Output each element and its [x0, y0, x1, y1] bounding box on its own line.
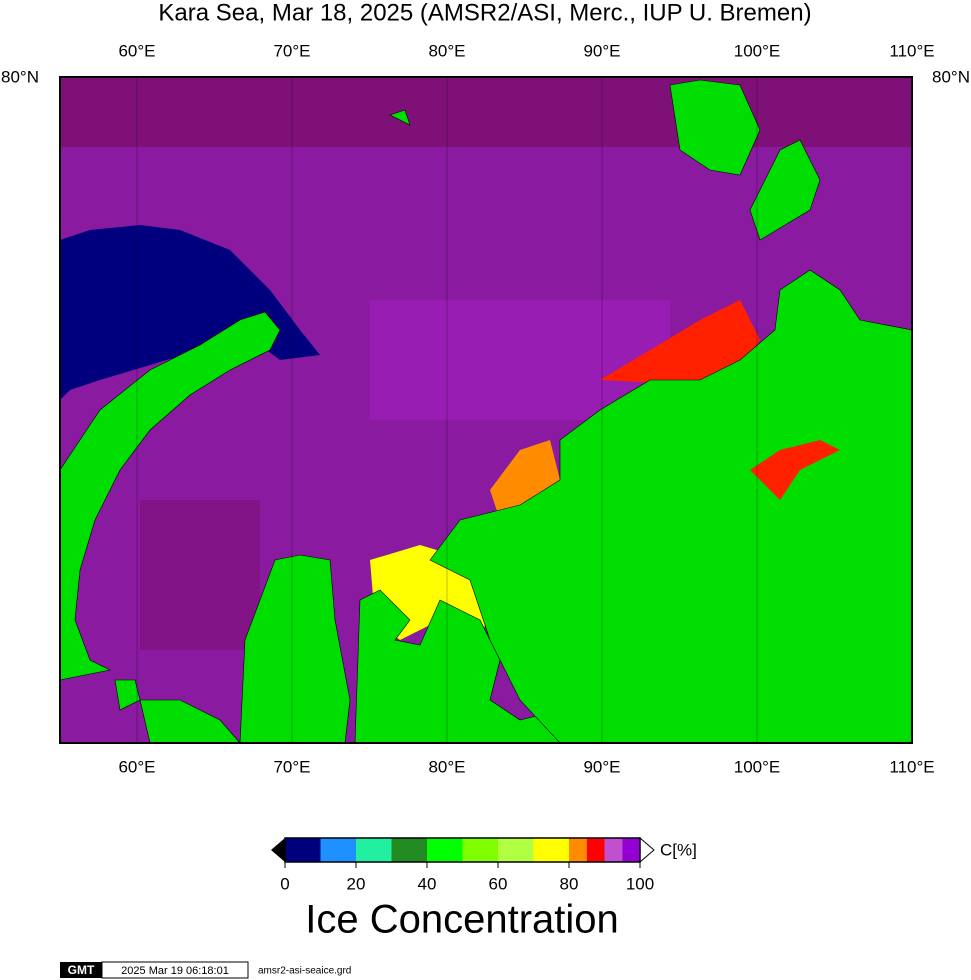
lat-label: 80°N [1, 67, 39, 86]
file-name: amsr2-asi-seaice.grd [258, 966, 351, 977]
gmt-logo-text: GMT [68, 963, 95, 977]
land [114, 679, 141, 711]
map-frame [59, 76, 913, 744]
lon-label: 70°E [273, 757, 310, 776]
land [239, 554, 351, 744]
lon-label: 70°E [273, 41, 310, 60]
colorbar-segment [320, 838, 356, 862]
land [389, 109, 411, 126]
colorbar-segment [622, 838, 640, 862]
thin-ice [600, 300, 760, 385]
colorbar-tick-label: 0 [280, 874, 289, 893]
lon-label: 90°E [583, 41, 620, 60]
lat-label: 80°N [932, 67, 970, 86]
colorbar-segment [285, 838, 321, 862]
colorbar-segment [356, 838, 392, 862]
colorbar-segment [604, 838, 623, 862]
lon-label: 60°E [118, 41, 155, 60]
lon-label: 80°E [428, 757, 465, 776]
colorbar-segment [391, 838, 427, 862]
lon-label: 100°E [734, 757, 781, 776]
timestamp-box [101, 961, 249, 979]
land [669, 79, 761, 176]
lon-label: 110°E [889, 41, 934, 60]
land [139, 699, 241, 744]
colorbar-segment [533, 838, 569, 862]
colorbar-arrow [271, 838, 285, 862]
colorbar-unit: C[%] [660, 840, 697, 859]
sea-ice [60, 77, 912, 147]
land [749, 139, 821, 241]
colorbar-title: Ice Concentration [305, 898, 619, 942]
sea-ice [140, 500, 260, 650]
colorbar-tick-label: 40 [418, 874, 437, 893]
open-water [60, 225, 320, 400]
lon-label: 90°E [583, 757, 620, 776]
lon-label: 80°E [428, 41, 465, 60]
title: Kara Sea, Mar 18, 2025 (AMSR2/ASI, Merc.… [158, 0, 811, 26]
colorbar-tick-label: 20 [347, 874, 366, 893]
colorbar-segment [462, 838, 498, 862]
lon-label: 100°E [734, 41, 781, 60]
colorbar-frame [284, 837, 641, 863]
colorbar-segment [498, 838, 534, 862]
colorbar-segment [586, 838, 605, 862]
colorbar-tick-label: 60 [489, 874, 508, 893]
timestamp: 2025 Mar 19 06:18:01 [121, 965, 229, 977]
map [59, 76, 913, 744]
thin-ice [490, 440, 560, 520]
lon-label: 60°E [118, 757, 155, 776]
colorbar-arrow [639, 836, 655, 864]
colorbar-segment [427, 838, 463, 862]
land [429, 269, 913, 744]
thin-ice [750, 440, 840, 500]
land [59, 311, 281, 740]
colorbar-tick-label: 100 [626, 874, 654, 893]
lon-label: 110°E [889, 757, 934, 776]
colorbar-segment [569, 838, 587, 862]
gmt-logo [60, 962, 102, 978]
colorbar-tick-label: 80 [560, 874, 579, 893]
